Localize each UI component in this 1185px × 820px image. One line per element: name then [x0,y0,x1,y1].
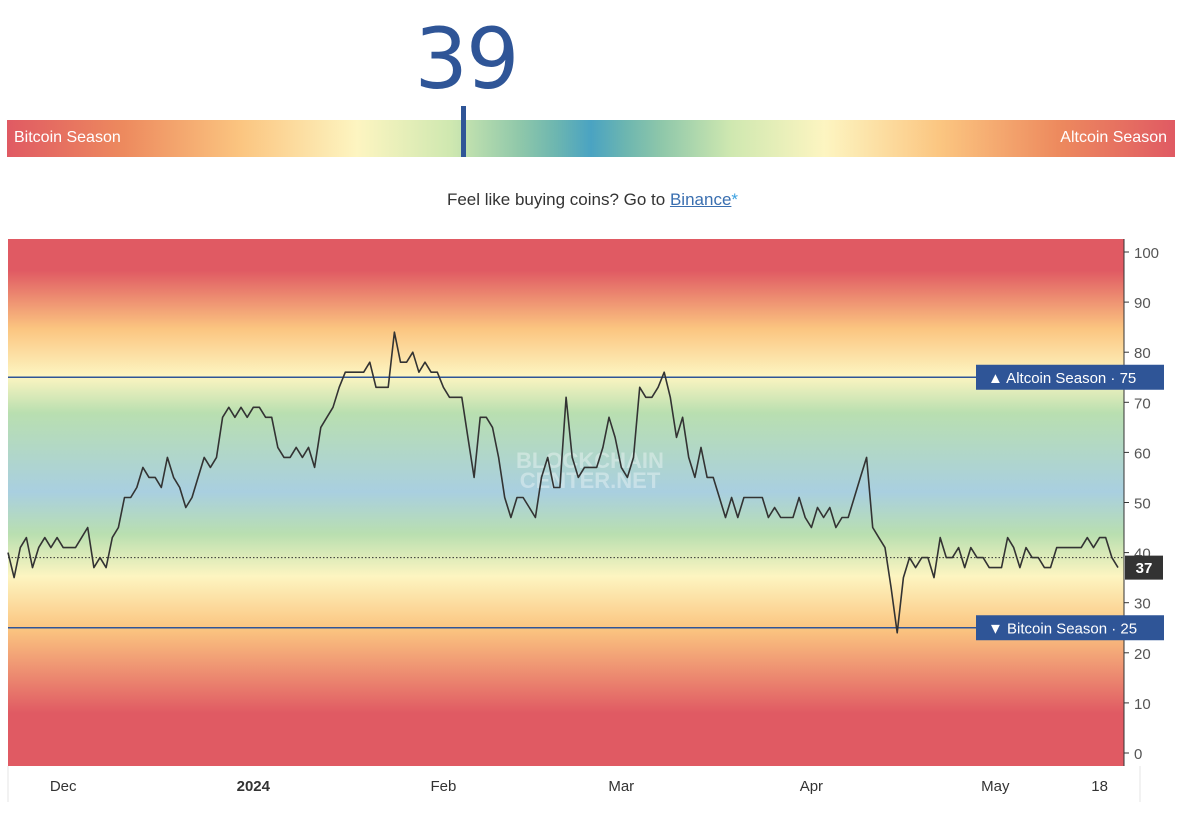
gauge-right-label: Altcoin Season [1060,129,1167,146]
y-tick-label: 90 [1134,295,1151,312]
x-tick-label: Mar [608,778,634,795]
binance-link[interactable]: Binance [669,190,732,209]
y-tick-label: 70 [1134,395,1151,412]
y-tick-label: 30 [1134,596,1151,613]
promo-line: Feel like buying coins? Go to Binance* [0,190,1185,210]
series-line [7,331,1119,634]
y-tick-label: 20 [1134,646,1151,663]
x-tick-label: 2024 [237,778,271,795]
gauge-value: 39 [414,10,520,108]
x-tick-label: Apr [800,778,823,795]
season-gauge-bar: Bitcoin Season Altcoin Season [7,120,1175,157]
y-axis-panel [1125,239,1170,766]
watermark-text: BLOCKCHAIN [516,448,664,473]
promo-text: Feel like buying coins? Go to [446,190,670,209]
y-tick-label: 50 [1134,496,1151,513]
x-tick-label: Dec [50,778,77,795]
reference-label-box [976,364,1164,390]
reference-label-text: ▲ Altcoin Season · 75 [988,370,1136,387]
reference-label-box [976,615,1164,641]
x-axis-panel [8,766,1170,802]
gauge-marker [461,106,466,157]
current-value-label: 37 [1136,560,1153,577]
y-tick-label: 10 [1134,696,1151,713]
y-tick-label: 100 [1134,245,1159,262]
y-tick-label: 0 [1134,746,1142,763]
chart-background-bands [8,239,1124,766]
promo-asterisk: * [731,190,739,209]
gauge-left-label: Bitcoin Season [14,129,121,146]
x-tick-label: May [981,778,1010,795]
x-tick-label: 18 [1091,778,1108,795]
current-value-box [1125,555,1163,580]
y-tick-label: 80 [1134,345,1151,362]
x-tick-label: Feb [430,778,456,795]
reference-label-text: ▼ Bitcoin Season · 25 [988,620,1137,637]
y-tick-label: 60 [1134,445,1151,462]
